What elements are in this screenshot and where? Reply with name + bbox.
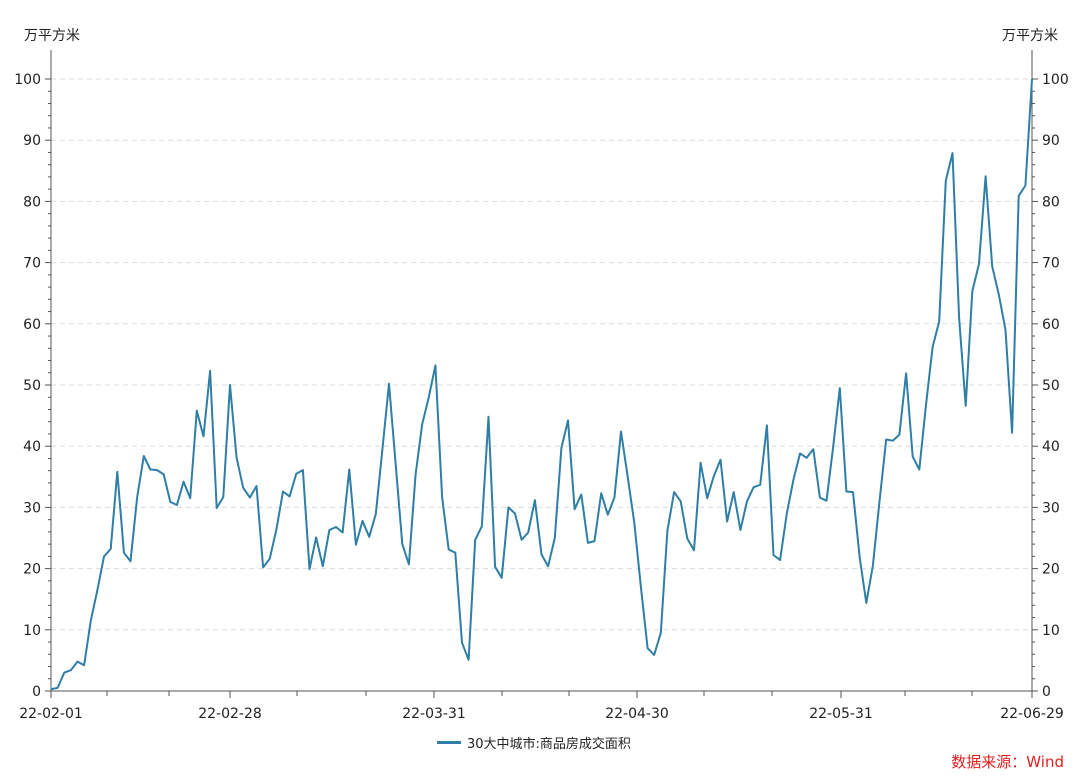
x-tick-label: 22-05-31 <box>809 706 873 722</box>
right-y-tick-label: 20 <box>1042 562 1060 578</box>
x-tick-label: 22-03-31 <box>402 706 466 722</box>
right-y-tick-label: 60 <box>1042 317 1060 333</box>
left-y-tick-label: 40 <box>23 439 41 455</box>
source-note: 数据来源：Wind <box>951 753 1064 771</box>
right-y-tick-label: 90 <box>1042 133 1060 149</box>
x-tick-label: 22-04-30 <box>605 706 669 722</box>
left-y-tick-label: 100 <box>14 72 41 88</box>
x-tick-label: 22-06-29 <box>1000 706 1064 722</box>
left-y-tick-label: 0 <box>32 684 41 700</box>
left-y-tick-label: 50 <box>23 378 41 394</box>
legend: 30大中城市:商品房成交面积 <box>437 733 631 752</box>
left-y-tick-label: 90 <box>23 133 41 149</box>
left-y-tick-label: 20 <box>23 562 41 578</box>
right-y-tick-label: 80 <box>1042 194 1060 210</box>
legend-label: 30大中城市:商品房成交面积 <box>467 737 631 752</box>
right-y-tick-label: 10 <box>1042 623 1060 639</box>
left-axis-unit: 万平方米 <box>24 28 80 44</box>
right-y-tick-label: 50 <box>1042 378 1060 394</box>
right-y-tick-label: 70 <box>1042 256 1060 272</box>
right-axis-unit: 万平方米 <box>1002 28 1058 44</box>
series-line <box>50 78 1033 691</box>
left-y-tick-label: 10 <box>23 623 41 639</box>
legend-swatch <box>437 741 461 744</box>
right-y-tick-label: 0 <box>1042 684 1051 700</box>
right-y-tick-label: 40 <box>1042 439 1060 455</box>
right-y-tick-label: 100 <box>1042 72 1069 88</box>
left-y-tick-label: 30 <box>23 500 41 516</box>
x-tick-label: 22-02-01 <box>19 706 83 722</box>
left-y-tick-label: 60 <box>23 317 41 333</box>
x-tick-label: 22-02-28 <box>198 706 262 722</box>
left-y-tick-label: 80 <box>23 194 41 210</box>
right-y-tick-label: 30 <box>1042 500 1060 516</box>
left-y-tick-label: 70 <box>23 256 41 272</box>
